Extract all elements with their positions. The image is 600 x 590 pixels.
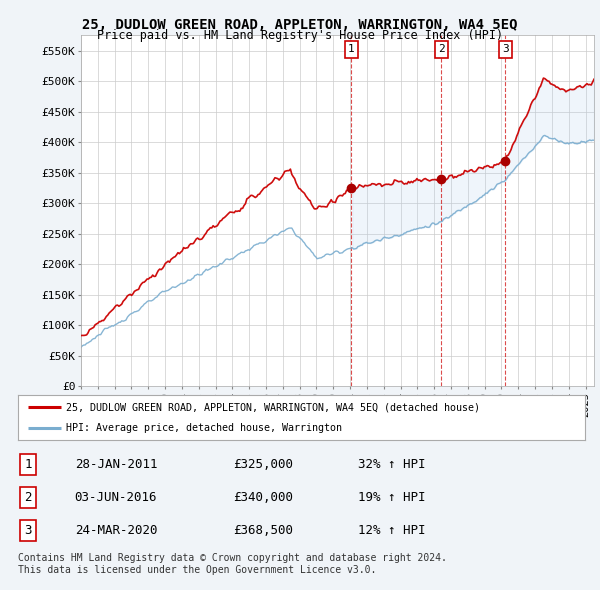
Text: 2: 2 bbox=[438, 44, 445, 54]
Text: 3: 3 bbox=[502, 44, 509, 54]
Text: 25, DUDLOW GREEN ROAD, APPLETON, WARRINGTON, WA4 5EQ: 25, DUDLOW GREEN ROAD, APPLETON, WARRING… bbox=[82, 18, 518, 32]
Text: £325,000: £325,000 bbox=[233, 457, 293, 471]
Text: Contains HM Land Registry data © Crown copyright and database right 2024.
This d: Contains HM Land Registry data © Crown c… bbox=[18, 553, 447, 575]
Text: 3: 3 bbox=[25, 523, 32, 537]
Text: 1: 1 bbox=[348, 44, 355, 54]
Text: 25, DUDLOW GREEN ROAD, APPLETON, WARRINGTON, WA4 5EQ (detached house): 25, DUDLOW GREEN ROAD, APPLETON, WARRING… bbox=[66, 402, 480, 412]
Text: 1: 1 bbox=[25, 457, 32, 471]
Text: £340,000: £340,000 bbox=[233, 490, 293, 504]
Text: 03-JUN-2016: 03-JUN-2016 bbox=[75, 490, 157, 504]
Text: 32% ↑ HPI: 32% ↑ HPI bbox=[358, 457, 426, 471]
Text: 28-JAN-2011: 28-JAN-2011 bbox=[75, 457, 157, 471]
Text: 12% ↑ HPI: 12% ↑ HPI bbox=[358, 523, 426, 537]
Text: HPI: Average price, detached house, Warrington: HPI: Average price, detached house, Warr… bbox=[66, 422, 342, 432]
Text: Price paid vs. HM Land Registry's House Price Index (HPI): Price paid vs. HM Land Registry's House … bbox=[97, 30, 503, 42]
Text: £368,500: £368,500 bbox=[233, 523, 293, 537]
Text: 19% ↑ HPI: 19% ↑ HPI bbox=[358, 490, 426, 504]
Text: 2: 2 bbox=[25, 490, 32, 504]
Text: 24-MAR-2020: 24-MAR-2020 bbox=[75, 523, 157, 537]
